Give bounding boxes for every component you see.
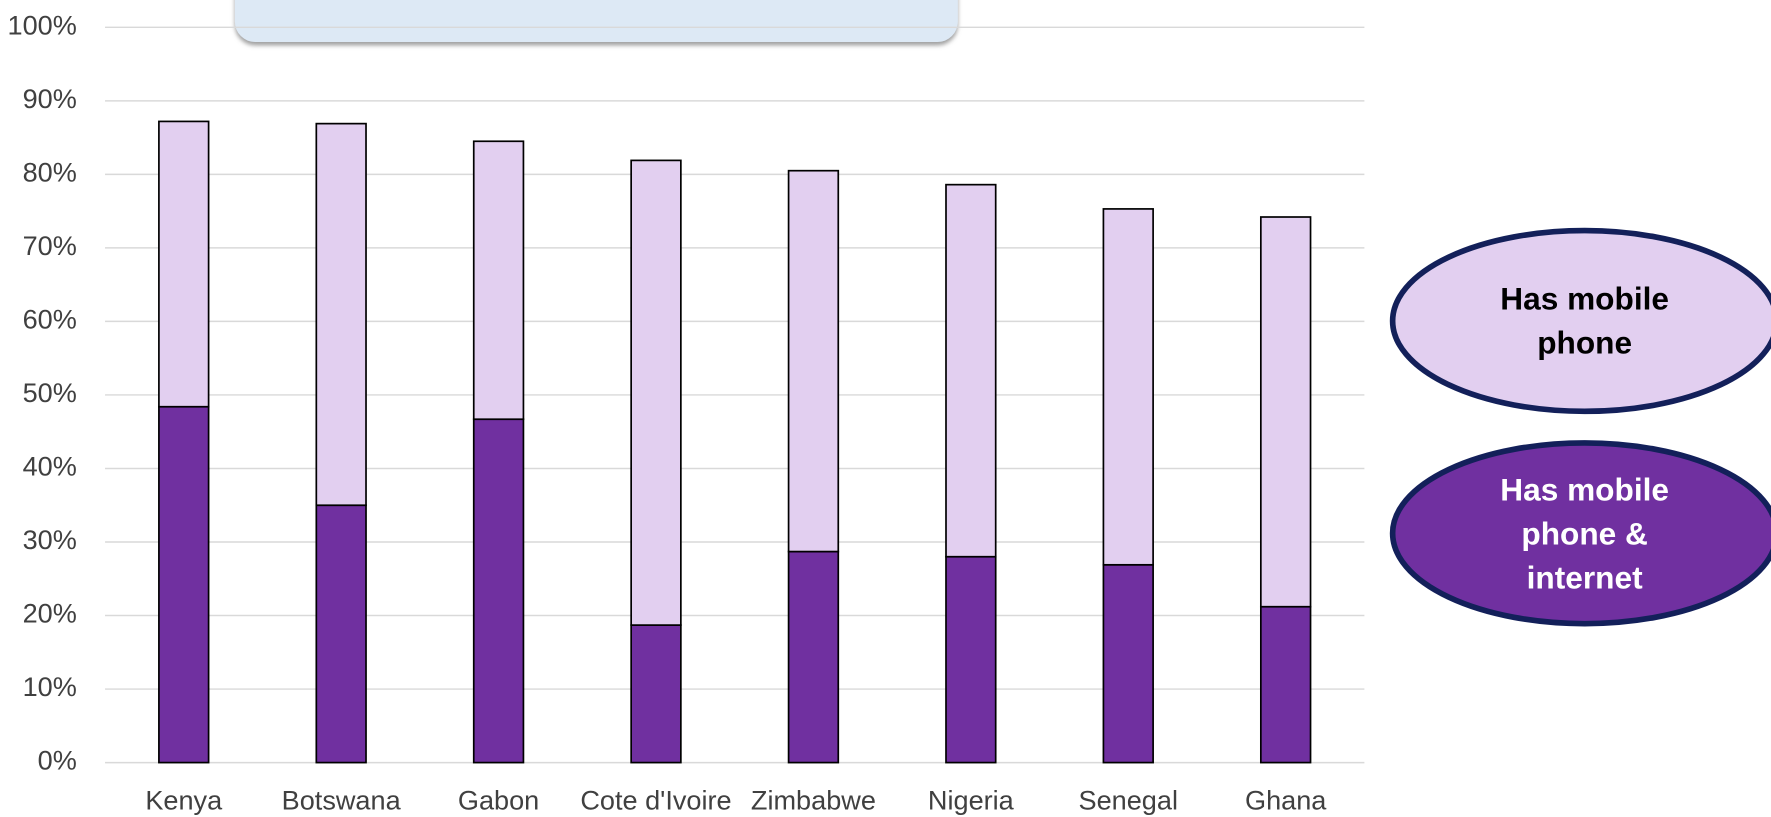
bar-segment [158,120,210,408]
y-tick-label: 60% [23,304,77,335]
bar-segment [945,555,997,764]
bar-segment [158,405,210,764]
x-tick-label: Cote d'Ivoire [580,784,731,815]
bar-segment [315,504,367,764]
bar-segment [472,418,525,764]
bar-segment [1259,605,1312,764]
legend-swatch [1389,227,1771,415]
callout-box [234,0,958,42]
legend-label: Has mobile phone [1500,281,1669,361]
y-tick-label: 100% [8,9,77,40]
bar-segment [1102,208,1154,566]
bar-segment [630,159,682,626]
y-tick-label: 0% [38,745,77,776]
y-tick-label: 30% [23,524,77,555]
bar-segment [472,140,525,421]
y-tick-label: 20% [23,598,77,629]
bar-segment [1102,563,1154,764]
y-tick-label: 50% [23,377,77,408]
x-tick-label: Senegal [1079,784,1178,815]
bar-segment [787,550,840,764]
x-tick-label: Gabon [458,784,539,815]
x-tick-label: Nigeria [928,784,1015,815]
bar-segment [1259,216,1312,608]
y-tick-label: 10% [23,671,77,702]
y-tick-label: 90% [23,83,77,114]
x-tick-label: Ghana [1245,784,1327,815]
x-tick-label: Zimbabwe [751,784,876,815]
y-tick-label: 70% [23,230,77,261]
bar-segment [315,122,367,507]
legend-swatch [1389,440,1771,627]
x-tick-label: Kenya [145,784,223,815]
legend-label-box: Has mobile phone [1500,281,1669,361]
legend-label-box: Has mobile phone & internet [1500,471,1669,595]
legend-label: Has mobile phone & internet [1500,471,1669,595]
bar-segment [630,624,682,764]
bar-segment [787,169,840,553]
bar-segment [945,183,997,558]
y-tick-label: 80% [23,157,77,188]
y-tick-label: 40% [23,451,77,482]
x-tick-label: Botswana [282,784,402,815]
